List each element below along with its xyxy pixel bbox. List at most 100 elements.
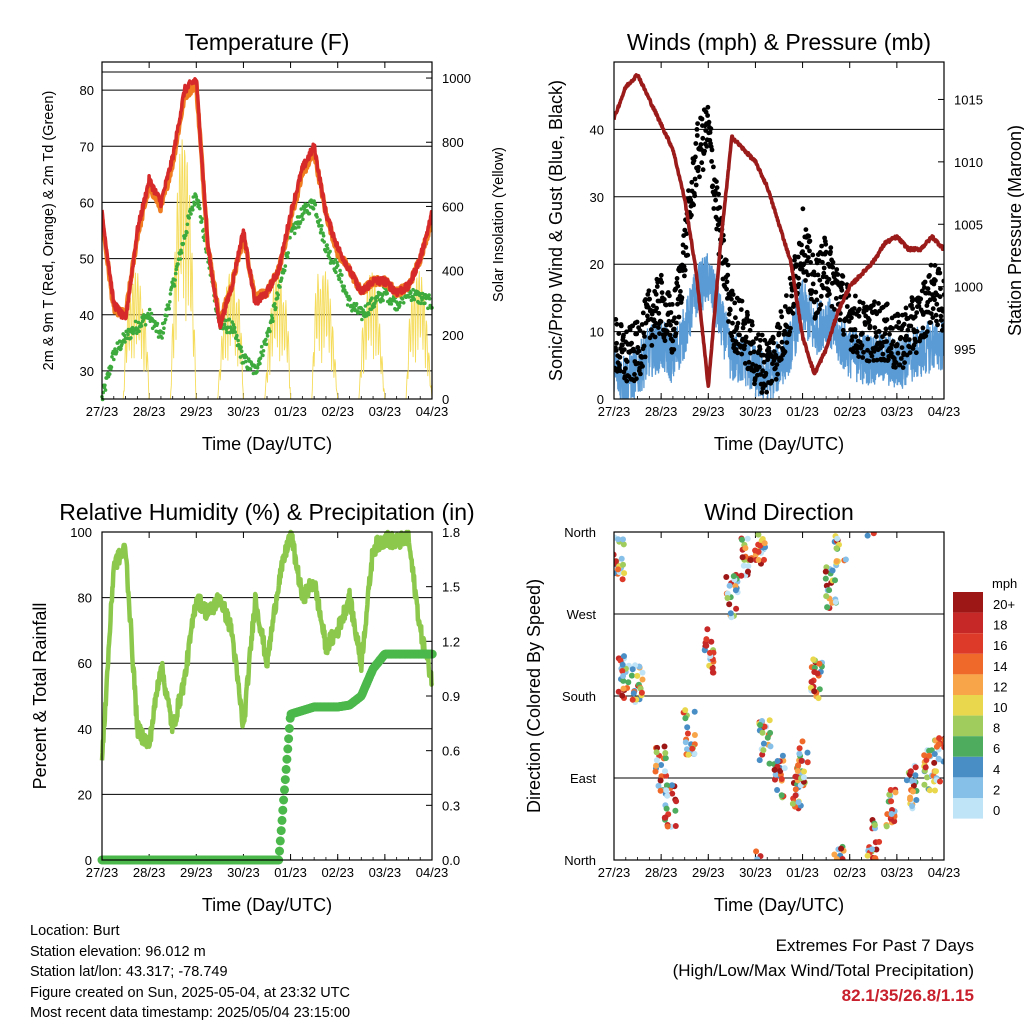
gust-point	[788, 325, 793, 331]
x-tick-label: 04/23	[928, 404, 961, 419]
y-tick-label: 40	[590, 122, 604, 137]
gust-point	[746, 359, 752, 365]
gust-point	[938, 313, 944, 319]
gust-point	[784, 340, 790, 345]
dewpoint-point	[316, 220, 321, 225]
direction-point	[682, 707, 689, 714]
gust-point	[729, 333, 735, 339]
dewpoint-point	[363, 304, 368, 308]
x-tick-label: 29/23	[692, 404, 725, 419]
gust-point	[614, 321, 620, 327]
dewpoint-point	[187, 216, 191, 220]
dewpoint-point	[354, 302, 359, 306]
dewpoint-point	[255, 369, 259, 374]
gust-point	[724, 286, 729, 292]
x-tick-label: 30/23	[739, 404, 772, 419]
gust-point	[657, 331, 662, 336]
dewpoint-point	[279, 276, 284, 281]
gust-point	[705, 113, 710, 118]
direction-point	[794, 768, 801, 774]
direction-point	[620, 673, 627, 679]
gust-point	[832, 307, 837, 312]
gust-point	[888, 345, 894, 351]
legend-swatch	[953, 777, 983, 798]
direction-point	[816, 660, 823, 667]
y-axis-label: Direction (Colored By Speed)	[524, 579, 544, 813]
dewpoint-point	[258, 361, 262, 366]
y2-tick-label: 1.2	[442, 634, 460, 649]
gust-point	[902, 360, 907, 365]
gust-point	[857, 306, 862, 312]
direction-point	[870, 532, 877, 537]
speed-legend: mph 20+ 18 16 14 12 10 8 6 4 2 0	[953, 576, 1017, 819]
gust-point	[715, 222, 721, 228]
gust-point	[895, 350, 901, 356]
x-tick-label: 30/23	[739, 865, 772, 880]
dewpoint-point	[319, 227, 324, 232]
gust-point	[707, 130, 713, 135]
dewpoint-point	[189, 212, 193, 216]
legend-swatch	[953, 653, 983, 675]
gust-point	[727, 307, 733, 313]
gust-point	[649, 327, 654, 333]
direction-point	[638, 689, 645, 696]
gust-point	[828, 249, 833, 255]
y2-tick-label: 1.8	[442, 525, 460, 540]
direction-point	[792, 792, 799, 799]
dewpoint-point	[333, 257, 338, 262]
gust-point	[716, 191, 721, 197]
direction-point	[913, 797, 920, 803]
gust-point	[632, 372, 637, 377]
x-tick-label: 02/23	[321, 865, 354, 880]
direction-point	[685, 751, 692, 758]
direction-point	[871, 822, 878, 829]
direction-point	[804, 749, 811, 756]
legend-label: 12	[993, 679, 1007, 694]
gust-point	[730, 320, 735, 326]
dewpoint-point	[276, 293, 281, 297]
x-tick-label: 04/23	[416, 865, 449, 880]
gust-point	[654, 305, 659, 311]
gust-point	[695, 121, 700, 126]
x-axis-label: Time (Day/UTC)	[714, 895, 844, 915]
gust-point	[692, 193, 698, 199]
y2-tick-label: 1005	[954, 217, 983, 232]
x-tick-label: 30/23	[227, 404, 260, 419]
direction-point	[800, 774, 807, 781]
gust-point	[810, 281, 816, 287]
gust-point	[726, 319, 731, 324]
gust-point	[770, 335, 776, 341]
y-tick-label: 0	[597, 392, 604, 407]
rain-point	[284, 734, 294, 744]
gust-point	[854, 350, 860, 355]
direction-point	[931, 759, 938, 766]
gust-point	[776, 330, 782, 336]
gust-point	[827, 291, 832, 297]
gust-point	[889, 350, 894, 356]
series-wind	[614, 253, 944, 399]
gust-point	[899, 345, 905, 350]
gust-point	[694, 126, 700, 132]
direction-point	[796, 745, 803, 752]
direction-point	[759, 729, 766, 736]
gust-point	[686, 188, 691, 194]
gust-point	[708, 126, 714, 132]
direction-point	[672, 823, 679, 829]
gust-point	[895, 313, 901, 318]
gust-point	[652, 334, 658, 340]
dewpoint-point	[147, 307, 152, 312]
gust-point	[903, 337, 909, 343]
direction-point	[740, 562, 747, 569]
direction-point	[903, 777, 910, 784]
direction-point	[778, 792, 785, 799]
legend-label: 6	[993, 741, 1000, 756]
dewpoint-point	[194, 195, 199, 199]
gust-point	[795, 254, 801, 260]
dewpoint-point	[233, 330, 237, 334]
direction-point	[653, 749, 660, 756]
gust-point	[729, 296, 734, 302]
gust-point	[691, 202, 696, 208]
y-tick-label: 40	[80, 308, 94, 323]
dewpoint-point	[345, 303, 350, 307]
gust-point	[663, 302, 669, 308]
